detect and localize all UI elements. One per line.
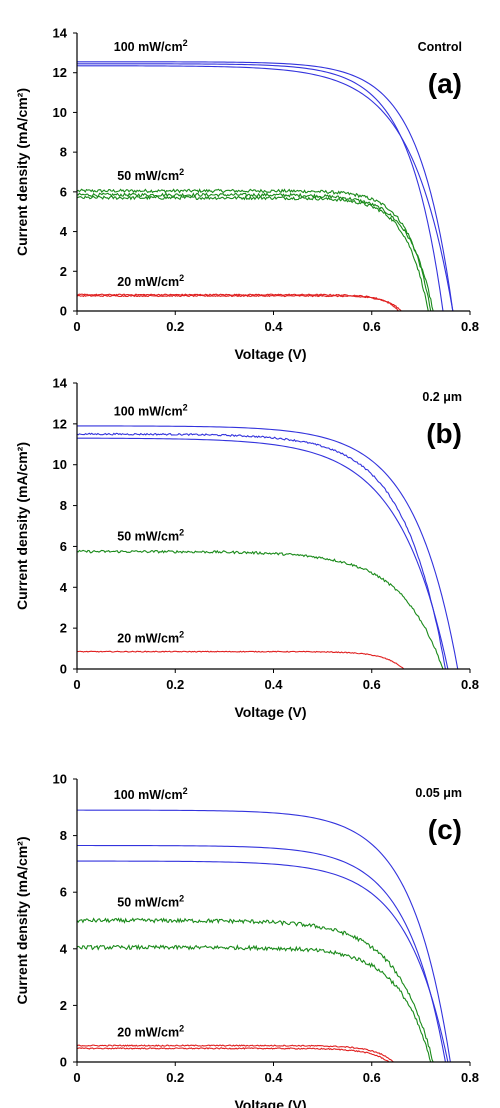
series-line-100-mw-cm2-2 (77, 437, 449, 669)
x-tick-label: 0.8 (461, 319, 479, 334)
series-line-50-mw-cm2-3 (77, 188, 432, 311)
sample-label: Control (418, 40, 462, 54)
x-tick-label: 0.8 (461, 677, 479, 692)
y-axis-label: Current density (mA/cm²) (14, 442, 30, 610)
y-tick-label: 10 (53, 772, 67, 787)
y-tick-label: 6 (60, 885, 67, 900)
x-tick-label: 0.2 (166, 1070, 184, 1085)
panel-2: 0 0.2 0.4 0.6 0.8 0 2 4 6 8 10 Voltage (V) Current d… (14, 772, 479, 1108)
intensity-annotation: 20 mW/cm2 (117, 629, 184, 645)
y-tick-label: 2 (60, 621, 67, 636)
x-tick-label: 0.8 (461, 1070, 479, 1085)
y-tick-label: 4 (60, 224, 68, 239)
intensity-annotation: 50 mW/cm2 (117, 527, 184, 543)
y-tick-label: 8 (60, 145, 67, 160)
series-line-20-mw-cm2-6 (77, 1047, 390, 1062)
y-tick-label: 4 (60, 941, 68, 956)
x-tick-label: 0.2 (166, 677, 184, 692)
y-tick-label: 2 (60, 998, 67, 1013)
series-line-100-mw-cm2-2 (77, 860, 449, 1062)
series-line-100-mw-cm2-1 (77, 63, 444, 311)
sample-label: 0.05 μm (415, 786, 462, 800)
series-group (77, 425, 459, 669)
x-axis-label: Voltage (V) (234, 704, 306, 720)
y-axis-label: Current density (mA/cm²) (14, 88, 30, 256)
intensity-annotation: 50 mW/cm2 (117, 167, 184, 183)
x-tick-label: 0.6 (363, 319, 381, 334)
panel-letter: (a) (428, 68, 462, 99)
panel-1: 0 0.2 0.4 0.6 0.8 0 2 4 6 8 10 12 14 Voltage (V) Curre… (14, 376, 479, 721)
series-line-100-mw-cm2-1 (77, 844, 446, 1062)
y-tick-label: 6 (60, 539, 67, 554)
y-axis-label: Current density (mA/cm²) (14, 836, 30, 1004)
y-tick-label: 14 (53, 26, 68, 41)
y-tick-label: 12 (53, 65, 67, 80)
series-line-50-mw-cm2-4 (77, 943, 432, 1062)
x-tick-label: 0.4 (264, 677, 283, 692)
y-tick-label: 12 (53, 416, 67, 431)
series-line-50-mw-cm2-3 (77, 917, 434, 1062)
y-tick-label: 0 (60, 304, 67, 319)
panel-0: 0 0.2 0.4 0.6 0.8 0 2 4 6 8 10 12 14 Voltage (V) Curre… (14, 26, 479, 363)
x-tick-label: 0 (73, 1070, 80, 1085)
series-line-100-mw-cm2-2 (77, 65, 454, 311)
x-tick-label: 0 (73, 677, 80, 692)
series-group (77, 809, 451, 1062)
x-tick-label: 0.6 (363, 677, 381, 692)
intensity-annotation: 20 mW/cm2 (117, 273, 184, 289)
x-axis-label: Voltage (V) (234, 1097, 306, 1108)
series-line-100-mw-cm2-1 (77, 432, 446, 669)
intensity-annotation: 100 mW/cm2 (114, 403, 188, 419)
series-line-50-mw-cm2-5 (77, 195, 429, 311)
series-group (77, 61, 454, 311)
series-line-20-mw-cm2-4 (77, 650, 405, 669)
sample-label: 0.2 μm (422, 390, 462, 404)
series-line-100-mw-cm2-0 (77, 809, 451, 1062)
y-tick-label: 8 (60, 498, 67, 513)
series-line-100-mw-cm2-0 (77, 425, 459, 669)
intensity-annotation: 100 mW/cm2 (114, 38, 188, 54)
y-tick-label: 0 (60, 1055, 67, 1070)
y-tick-label: 2 (60, 264, 67, 279)
x-tick-label: 0.2 (166, 319, 184, 334)
series-line-50-mw-cm2-4 (77, 192, 434, 311)
series-line-20-mw-cm2-5 (77, 1044, 395, 1062)
y-tick-label: 14 (53, 376, 68, 391)
x-tick-label: 0 (73, 319, 80, 334)
series-line-20-mw-cm2-6 (77, 293, 400, 311)
intensity-annotation: 100 mW/cm2 (114, 786, 188, 802)
y-tick-label: 6 (60, 184, 67, 199)
x-tick-label: 0.4 (264, 1070, 283, 1085)
y-tick-label: 8 (60, 828, 67, 843)
x-tick-label: 0.6 (363, 1070, 381, 1085)
y-tick-label: 10 (53, 457, 67, 472)
x-tick-label: 0.4 (264, 319, 283, 334)
series-line-20-mw-cm2-7 (77, 294, 402, 311)
y-tick-label: 10 (53, 105, 67, 120)
series-line-100-mw-cm2-0 (77, 61, 454, 311)
x-axis-label: Voltage (V) (234, 346, 306, 362)
y-tick-label: 0 (60, 662, 67, 677)
y-tick-label: 4 (60, 580, 68, 595)
series-line-50-mw-cm2-3 (77, 549, 444, 669)
intensity-annotation: 20 mW/cm2 (117, 1024, 184, 1040)
panel-letter: (c) (428, 814, 462, 845)
panel-letter: (b) (426, 418, 462, 449)
intensity-annotation: 50 mW/cm2 (117, 893, 184, 909)
